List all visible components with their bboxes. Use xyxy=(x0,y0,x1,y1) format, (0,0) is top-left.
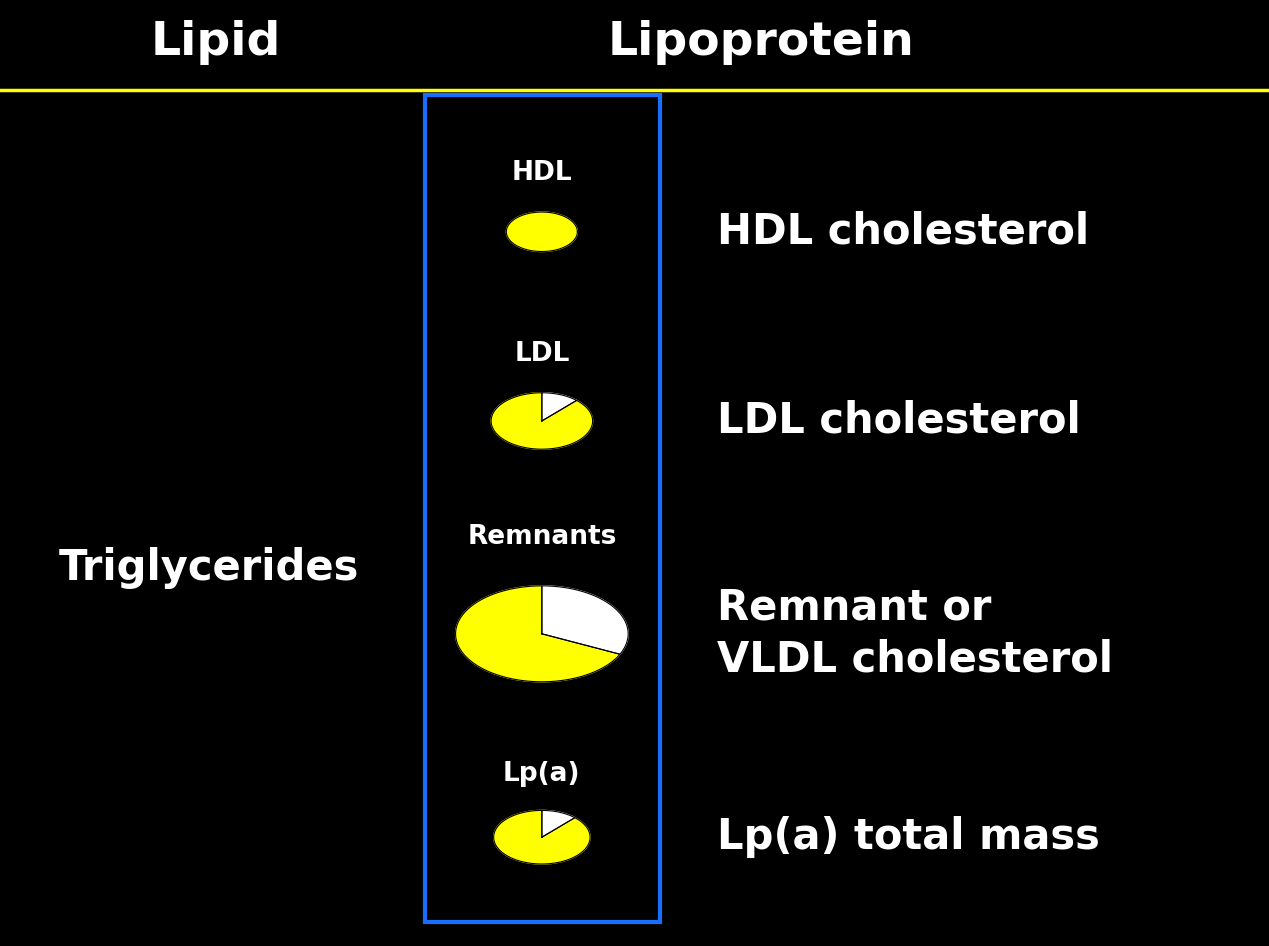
Bar xyxy=(425,95,660,922)
Polygon shape xyxy=(542,586,628,655)
Polygon shape xyxy=(456,586,621,682)
Text: Lipoprotein: Lipoprotein xyxy=(608,20,915,65)
Text: HDL: HDL xyxy=(511,160,572,186)
Text: Triglycerides: Triglycerides xyxy=(60,547,359,588)
Polygon shape xyxy=(506,212,577,252)
Text: LDL: LDL xyxy=(514,341,570,367)
Text: Remnants: Remnants xyxy=(467,524,617,551)
Polygon shape xyxy=(542,393,576,421)
Polygon shape xyxy=(542,811,575,837)
Polygon shape xyxy=(491,393,593,449)
Text: HDL cholesterol: HDL cholesterol xyxy=(717,211,1089,253)
Text: Lp(a): Lp(a) xyxy=(503,761,581,787)
Text: Remnant or
VLDL cholesterol: Remnant or VLDL cholesterol xyxy=(717,587,1113,681)
Polygon shape xyxy=(494,811,590,864)
Text: LDL cholesterol: LDL cholesterol xyxy=(717,400,1081,442)
Text: Lipid: Lipid xyxy=(151,20,280,65)
Text: Lp(a) total mass: Lp(a) total mass xyxy=(717,816,1100,858)
